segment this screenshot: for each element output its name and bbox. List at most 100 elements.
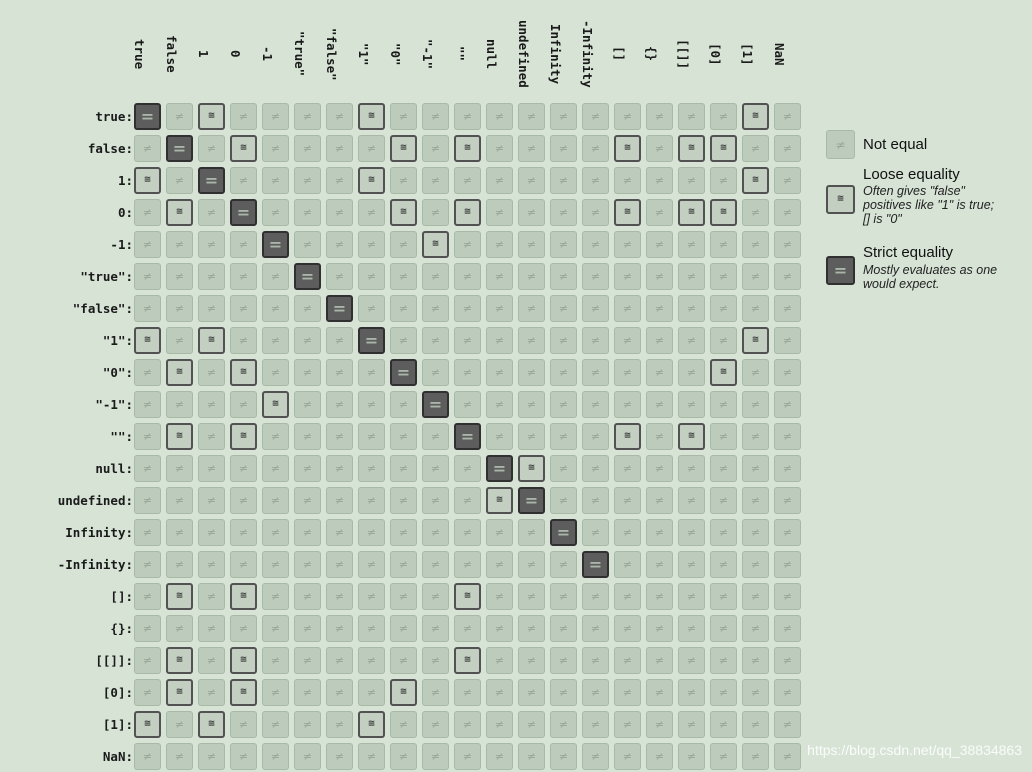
not-equal-cell: ≠ <box>614 711 641 738</box>
not-equal-cell: ≠ <box>518 135 545 162</box>
strict-equal-cell: = <box>230 199 257 226</box>
not-equal-cell: ≠ <box>518 519 545 546</box>
not-equal-cell: ≠ <box>774 647 801 674</box>
not-equal-cell: ≠ <box>262 327 289 354</box>
legend-loose-title: Loose equality <box>863 166 960 183</box>
not-equal-cell: ≠ <box>294 167 321 194</box>
not-equal-cell: ≠ <box>134 551 161 578</box>
not-equal-cell: ≠ <box>678 263 705 290</box>
not-equal-cell: ≠ <box>646 711 673 738</box>
not-equal-cell: ≠ <box>646 167 673 194</box>
not-equal-cell: ≠ <box>454 327 481 354</box>
not-equal-cell: ≠ <box>198 391 225 418</box>
not-equal-cell: ≠ <box>294 359 321 386</box>
not-equal-cell: ≠ <box>230 743 257 770</box>
not-equal-cell: ≠ <box>582 455 609 482</box>
not-equal-cell: ≠ <box>230 231 257 258</box>
not-equal-cell: ≠ <box>230 391 257 418</box>
not-equal-cell: ≠ <box>198 359 225 386</box>
not-equal-cell: ≠ <box>486 103 513 130</box>
not-equal-cell: ≠ <box>710 615 737 642</box>
not-equal-cell: ≠ <box>486 327 513 354</box>
loose-equal-cell: ≅ <box>198 103 225 130</box>
not-equal-cell: ≠ <box>582 487 609 514</box>
not-equal-cell: ≠ <box>486 359 513 386</box>
strict-equality-swatch: = <box>826 256 855 285</box>
not-equal-cell: ≠ <box>582 679 609 706</box>
not-equal-cell: ≠ <box>646 583 673 610</box>
not-equal-cell: ≠ <box>358 647 385 674</box>
not-equal-cell: ≠ <box>422 135 449 162</box>
not-equal-cell: ≠ <box>710 103 737 130</box>
not-equal-cell: ≠ <box>422 647 449 674</box>
not-equal-cell: ≠ <box>390 743 417 770</box>
not-equal-cell: ≠ <box>326 711 353 738</box>
not-equal-cell: ≠ <box>614 455 641 482</box>
not-equal-cell: ≠ <box>294 391 321 418</box>
not-equal-cell: ≠ <box>710 743 737 770</box>
not-equal-cell: ≠ <box>454 455 481 482</box>
column-header: -Infinity <box>580 20 595 88</box>
not-equal-cell: ≠ <box>550 487 577 514</box>
not-equal-cell: ≠ <box>550 423 577 450</box>
not-equal-cell: ≠ <box>550 551 577 578</box>
not-equal-cell: ≠ <box>614 295 641 322</box>
not-equal-cell: ≠ <box>134 391 161 418</box>
not-equal-cell: ≠ <box>518 391 545 418</box>
legend-loose-desc: Often gives "false" positives like "1" i… <box>863 184 995 226</box>
not-equal-cell: ≠ <box>678 487 705 514</box>
row-header: -Infinity: <box>57 557 133 572</box>
strict-equal-cell: = <box>422 391 449 418</box>
not-equal-cell: ≠ <box>486 199 513 226</box>
not-equal-cell: ≠ <box>166 263 193 290</box>
row-header: [1]: <box>102 717 133 732</box>
not-equal-cell: ≠ <box>742 551 769 578</box>
row-header: false: <box>87 141 133 156</box>
not-equal-cell: ≠ <box>422 711 449 738</box>
not-equal-cell: ≠ <box>742 583 769 610</box>
row-header: "-1": <box>95 397 133 412</box>
not-equal-cell: ≠ <box>134 423 161 450</box>
not-equal-cell: ≠ <box>550 391 577 418</box>
not-equal-cell: ≠ <box>262 679 289 706</box>
not-equal-cell: ≠ <box>134 679 161 706</box>
row-header: "false": <box>72 301 133 316</box>
loose-equal-cell: ≅ <box>358 711 385 738</box>
not-equal-cell: ≠ <box>582 743 609 770</box>
loose-equal-cell: ≅ <box>390 679 417 706</box>
not-equal-cell: ≠ <box>326 519 353 546</box>
not-equal-cell: ≠ <box>422 583 449 610</box>
not-equal-cell: ≠ <box>614 487 641 514</box>
not-equal-cell: ≠ <box>710 583 737 610</box>
not-equal-cell: ≠ <box>198 455 225 482</box>
not-equal-cell: ≠ <box>326 423 353 450</box>
not-equal-cell: ≠ <box>774 231 801 258</box>
not-equal-cell: ≠ <box>198 615 225 642</box>
not-equal-cell: ≠ <box>710 487 737 514</box>
not-equal-cell: ≠ <box>262 743 289 770</box>
not-equal-cell: ≠ <box>166 231 193 258</box>
not-equal-cell: ≠ <box>678 359 705 386</box>
not-equal-cell: ≠ <box>230 711 257 738</box>
not-equal-cell: ≠ <box>582 135 609 162</box>
not-equal-cell: ≠ <box>518 647 545 674</box>
not-equal-cell: ≠ <box>710 231 737 258</box>
not-equal-cell: ≠ <box>358 423 385 450</box>
column-header: true <box>132 38 147 70</box>
not-equal-cell: ≠ <box>614 647 641 674</box>
not-equal-cell: ≠ <box>518 615 545 642</box>
not-equal-cell: ≠ <box>358 679 385 706</box>
not-equal-cell: ≠ <box>454 679 481 706</box>
loose-equal-cell: ≅ <box>678 199 705 226</box>
not-equal-cell: ≠ <box>454 295 481 322</box>
not-equal-cell: ≠ <box>646 455 673 482</box>
not-equal-cell: ≠ <box>358 551 385 578</box>
loose-equal-cell: ≅ <box>230 135 257 162</box>
not-equal-cell: ≠ <box>678 231 705 258</box>
not-equal-cell: ≠ <box>582 263 609 290</box>
loose-equal-cell: ≅ <box>134 327 161 354</box>
row-header: 1: <box>117 173 133 188</box>
column-header: {} <box>644 46 659 62</box>
not-equal-cell: ≠ <box>326 647 353 674</box>
strict-equal-cell: = <box>358 327 385 354</box>
